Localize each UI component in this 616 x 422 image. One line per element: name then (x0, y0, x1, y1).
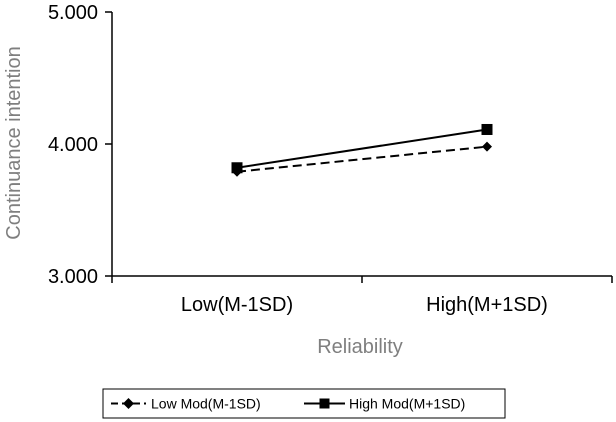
legend: Low Mod(M-1SD) High Mod(M+1SD) (102, 388, 506, 419)
legend-label-high-mod: High Mod(M+1SD) (349, 396, 465, 412)
legend-marker-high-mod (319, 398, 330, 409)
series-line-low-mod (236, 145, 488, 173)
x-tick-label: Low(M-1SD) (181, 294, 293, 316)
series-layer (231, 123, 493, 177)
series-line-high-mod (236, 128, 488, 169)
y-tick-label: 4.000 (48, 134, 98, 156)
axes (111, 12, 612, 277)
y-tick-label: 5.000 (48, 2, 98, 24)
y-ticks: 3.000 4.000 5.000 (48, 2, 112, 288)
x-axis-title: Reliability (317, 336, 403, 358)
data-point-square (231, 162, 243, 174)
data-point-diamond (482, 141, 492, 152)
y-tick-label: 3.000 (48, 266, 98, 288)
y-axis-title: Continuance intention (3, 46, 25, 239)
x-tick-label: High(M+1SD) (426, 294, 548, 316)
x-ticks: Low(M-1SD) High(M+1SD) (111, 276, 613, 316)
data-point-square (481, 123, 493, 135)
legend-marker-low-mod (123, 398, 134, 409)
legend-label-low-mod: Low Mod(M-1SD) (151, 396, 261, 412)
